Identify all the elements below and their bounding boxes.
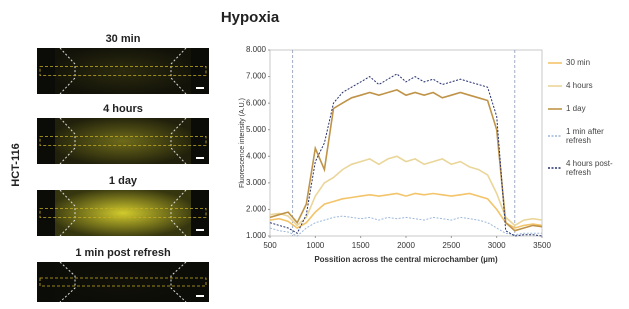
legend-item: 1 min after refresh — [548, 127, 626, 145]
x-tick-label: 2500 — [442, 241, 460, 250]
y-tick-label: 5.000 — [246, 125, 267, 134]
panel-label: 4 hours — [103, 103, 143, 115]
panel-label: 1 day — [109, 175, 138, 187]
legend-swatch — [548, 166, 562, 170]
legend-item: 4 hours post-refresh — [548, 159, 626, 177]
plot: 1.000 2.000 3.000 4.000 5.000 6.000 7.000 8.000… — [239, 45, 552, 264]
legend-label: 1 min after refresh — [566, 127, 626, 145]
figure: Hypoxia HCT-116 30 min 4 hours 1 day 1 min … — [0, 0, 629, 309]
y-tick-label: 4.000 — [246, 151, 267, 160]
y-tick-label: 8.000 — [246, 45, 267, 54]
legend-item: 1 day — [548, 104, 626, 113]
series-line — [270, 194, 542, 229]
legend-swatch — [548, 107, 562, 111]
x-tick-label: 500 — [263, 241, 277, 250]
y-tick-label: 2.000 — [246, 205, 267, 214]
legend-label: 4 hours — [566, 81, 593, 90]
y-tick-label: 1.000 — [246, 231, 267, 240]
series-line — [270, 216, 542, 236]
y-axis-label: Fluorescence intensity (A.U.) — [239, 98, 246, 188]
legend-item: 30 min — [548, 58, 626, 67]
y-tick-label: 7.000 — [246, 72, 267, 81]
x-axis-label: Possition across the central microchambe… — [314, 255, 498, 264]
panels: 30 min 4 hours 1 day 1 min post refresh — [37, 33, 209, 302]
series-line — [270, 74, 542, 236]
legend-swatch — [548, 84, 562, 88]
x-tick-label: 1500 — [352, 241, 370, 250]
x-tick-label: 3000 — [488, 241, 506, 250]
panel-label: 1 min post refresh — [75, 247, 171, 259]
panel-label: 30 min — [106, 33, 141, 45]
y-tick-label: 6.000 — [246, 98, 267, 107]
x-tick-label: 3500 — [533, 241, 551, 250]
y-tick-label: 3.000 — [246, 178, 267, 187]
legend-label: 1 day — [566, 104, 586, 113]
panel-glow — [55, 262, 191, 302]
legend-swatch — [548, 61, 562, 65]
row-label: HCT-116 — [10, 143, 22, 186]
legend-label: 30 min — [566, 58, 590, 67]
x-tick-label: 1000 — [306, 241, 324, 250]
x-tick-label: 2000 — [397, 241, 415, 250]
legend: 30 min 4 hours 1 day 1 min after refresh 4 h… — [548, 58, 626, 191]
chart: Hypoxia HCT-116 30 min 4 hours 1 day 1 min … — [0, 0, 629, 309]
series-line — [270, 90, 542, 231]
legend-swatch — [548, 134, 562, 138]
legend-label: 4 hours post-refresh — [566, 159, 626, 177]
figure-title: Hypoxia — [221, 9, 280, 26]
legend-item: 4 hours — [548, 81, 626, 90]
